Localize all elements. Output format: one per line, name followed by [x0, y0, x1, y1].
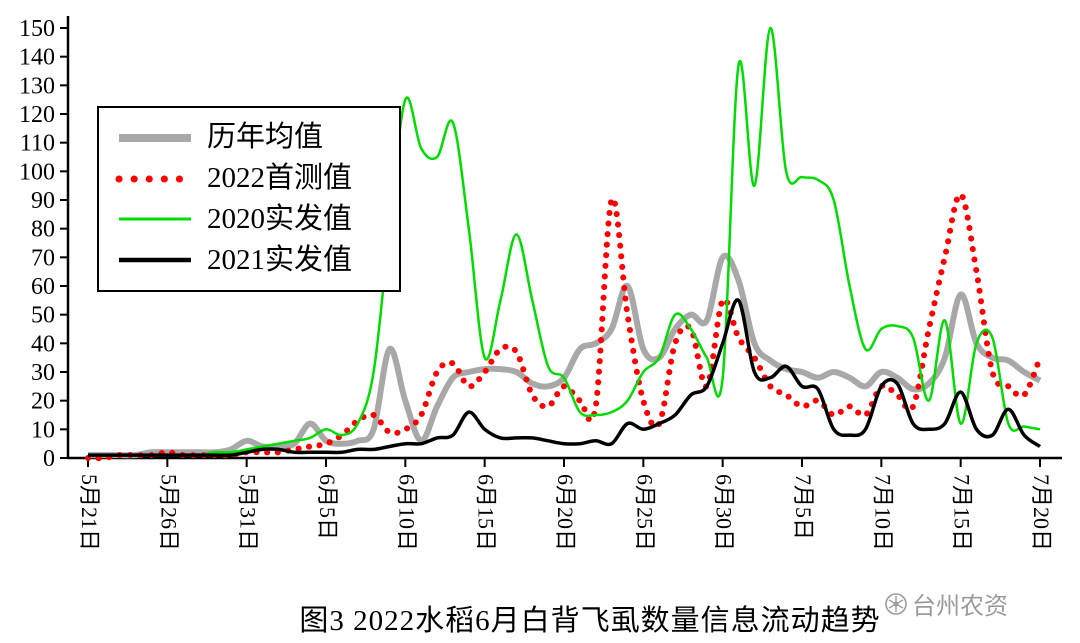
x-tick-label: 5月31日: [236, 474, 261, 551]
x-tick-label: 7月10日: [870, 474, 895, 551]
legend-swatch-2021: [119, 257, 191, 263]
legend-label-2022: 2022首测值: [207, 162, 353, 195]
legend-item-2020: 2020实发值: [115, 204, 393, 234]
legend-item-2021: 2021实发值: [115, 245, 393, 275]
watermark-text: 台州农资: [912, 594, 1008, 620]
x-tick-label: 5月26日: [156, 474, 181, 551]
y-tick-label: 120: [19, 102, 55, 128]
legend-swatch-2022: [115, 175, 195, 183]
y-tick-label: 140: [19, 45, 55, 71]
watermark: 台州农资: [884, 586, 1008, 621]
legend-item-avg: 历年均值: [115, 123, 393, 153]
y-tick-label: 10: [31, 417, 55, 443]
x-tick-label: 7月5日: [791, 474, 816, 540]
x-tick-label: 6月15日: [474, 474, 499, 551]
x-tick-label: 7月20日: [1029, 474, 1054, 551]
y-tick-label: 30: [31, 360, 55, 386]
chart-title: 图3 2022水稻6月白背飞虱数量信息流动趋势: [299, 605, 881, 637]
x-tick-label: 6月5日: [315, 474, 340, 540]
y-tick-label: 0: [43, 446, 55, 472]
y-tick-label: 110: [20, 131, 55, 157]
y-tick-label: 150: [19, 16, 55, 42]
y-tick-label: 80: [31, 217, 55, 243]
y-tick-label: 40: [31, 331, 55, 357]
legend-swatch-avg: [119, 133, 191, 142]
y-tick-label: 60: [31, 274, 55, 300]
legend-label-avg: 历年均值: [207, 121, 324, 154]
legend: 历年均值 2022首测值 2020实发值 2021实发值: [97, 106, 401, 292]
y-tick-label: 50: [31, 303, 55, 329]
x-tick-label: 6月25日: [632, 474, 657, 551]
watermark-logo-icon: [885, 592, 907, 615]
series-line-2021: [87, 298, 1042, 458]
legend-item-2022: 2022首测值: [115, 164, 393, 194]
y-tick-label: 130: [19, 73, 55, 99]
x-tick-label: 6月10日: [394, 474, 419, 551]
x-tick-label: 6月30日: [712, 474, 737, 551]
legend-label-2021: 2021实发值: [207, 243, 353, 276]
y-tick-label: 100: [19, 159, 55, 185]
legend-swatch-2020: [119, 217, 191, 221]
y-tick-label: 90: [31, 188, 55, 214]
y-tick-label: 70: [31, 245, 55, 271]
legend-label-2020: 2020实发值: [207, 202, 353, 235]
x-tick-label: 7月15日: [950, 474, 975, 551]
y-tick-label: 20: [31, 389, 55, 415]
series-line-2020: [87, 26, 1041, 457]
x-tick-label: 5月21日: [77, 474, 102, 551]
x-tick-label: 6月20日: [553, 474, 578, 551]
